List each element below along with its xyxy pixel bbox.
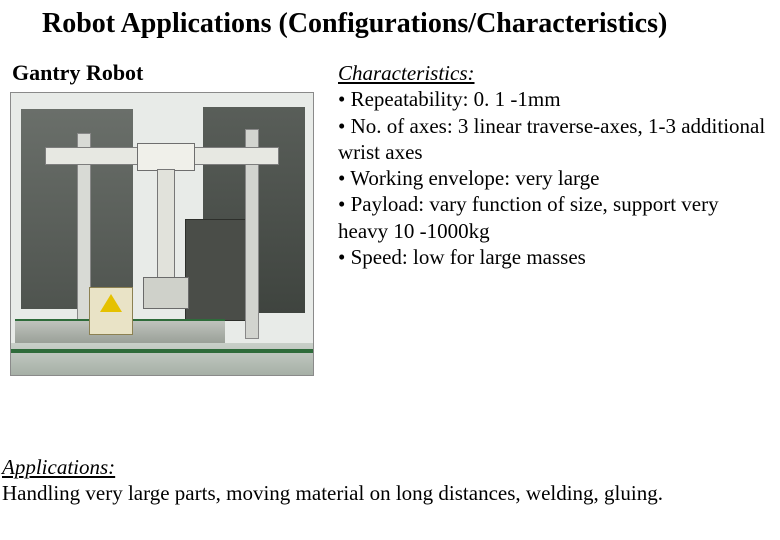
characteristics-list: • Repeatability: 0. 1 -1mm• No. of axes:…: [338, 86, 768, 270]
characteristics-item: • Payload: vary function of size, suppor…: [338, 191, 768, 244]
characteristics-item: • Repeatability: 0. 1 -1mm: [338, 86, 768, 112]
characteristics-item: • No. of axes: 3 linear traverse-axes, 1…: [338, 113, 768, 166]
applications-heading: Applications:: [2, 455, 115, 479]
characteristics-item: • Working envelope: very large: [338, 165, 768, 191]
figure-floor: [11, 343, 313, 375]
figure-floor-rail: [11, 349, 313, 353]
figure-carriage: [137, 143, 195, 171]
robot-type-subtitle: Gantry Robot: [12, 60, 143, 86]
slide-page: Robot Applications (Configurations/Chara…: [0, 0, 780, 540]
gantry-robot-figure: [10, 92, 314, 376]
figure-control-box: [89, 287, 133, 335]
page-title: Robot Applications (Configurations/Chara…: [42, 8, 780, 40]
characteristics-block: Characteristics: • Repeatability: 0. 1 -…: [338, 60, 768, 270]
warning-triangle-icon: [100, 294, 122, 312]
characteristics-heading: Characteristics:: [338, 61, 475, 85]
characteristics-item: • Speed: low for large masses: [338, 244, 768, 270]
applications-text: Handling very large parts, moving materi…: [2, 481, 663, 505]
figure-z-axis: [157, 169, 175, 281]
figure-gripper: [143, 277, 189, 309]
applications-block: Applications: Handling very large parts,…: [2, 454, 780, 507]
